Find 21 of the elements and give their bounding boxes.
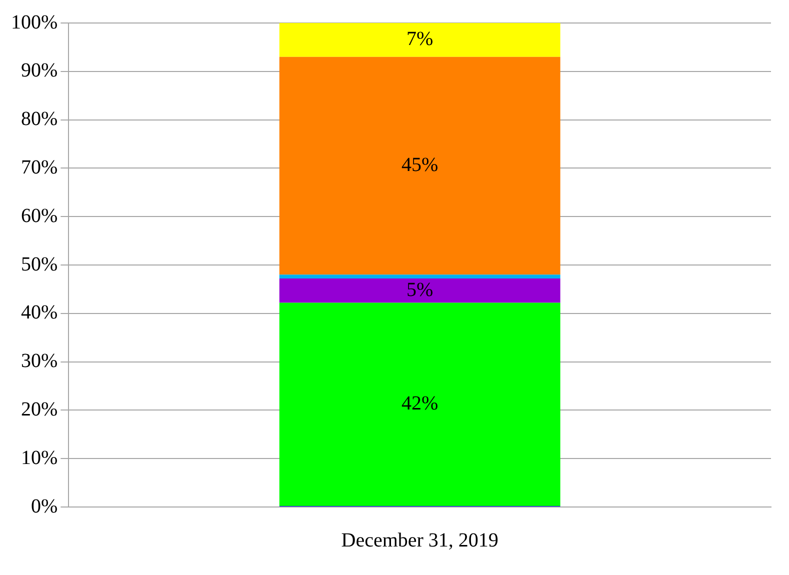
y-tick-label: 60% (20, 204, 58, 227)
data-label: 45% (401, 154, 438, 176)
y-tick-label: 10% (20, 446, 58, 469)
data-label: 5% (406, 278, 434, 301)
y-tick-label: 90% (20, 60, 58, 82)
y-tick-label: 40% (20, 302, 58, 324)
data-label: 7% (406, 28, 434, 50)
y-tick-label: 50% (20, 253, 58, 276)
y-tick-label: 80% (20, 108, 58, 130)
bar (279, 274, 560, 279)
bar (279, 302, 560, 506)
bar (279, 278, 560, 303)
bar (279, 56, 560, 275)
data-label: 42% (401, 392, 438, 415)
y-tick-label: 100% (10, 11, 58, 34)
y-tick-label: 0% (30, 495, 58, 518)
y-tick-label: 20% (20, 398, 58, 420)
bar (279, 23, 560, 57)
x-tick-label: December 31, 2019 (341, 529, 498, 552)
y-tick-label: 30% (20, 350, 58, 372)
y-tick-label: 70% (20, 156, 58, 178)
